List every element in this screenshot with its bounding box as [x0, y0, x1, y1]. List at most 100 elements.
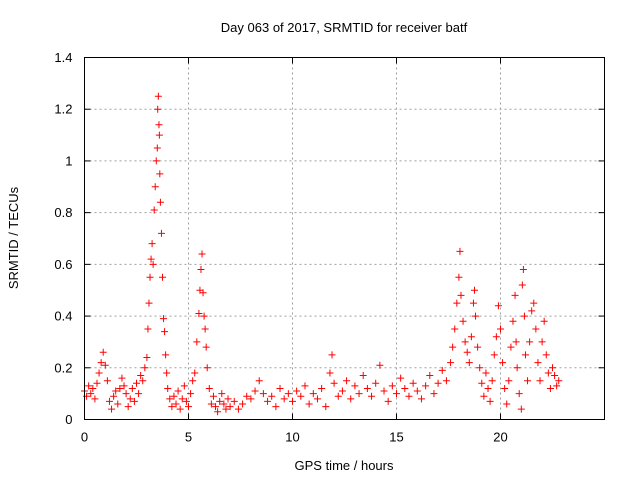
data-point: [93, 379, 101, 387]
data-point: [197, 266, 205, 274]
data-point: [272, 403, 280, 411]
data-point: [185, 403, 192, 411]
plot-frame: [84, 57, 605, 420]
data-point: [150, 206, 158, 214]
data-point: [347, 395, 355, 403]
data-point: [162, 351, 170, 359]
data-point: [555, 377, 563, 385]
data-point: [89, 384, 97, 392]
data-point: [216, 397, 224, 405]
data-point: [455, 273, 463, 281]
data-point: [141, 364, 149, 372]
data-point: [116, 384, 124, 392]
data-point: [156, 198, 164, 206]
data-point: [99, 348, 107, 356]
data-point: [526, 338, 534, 346]
data-point: [363, 384, 371, 392]
y-tick-label: 1.2: [54, 102, 72, 117]
data-point: [426, 372, 434, 380]
data-point: [105, 397, 113, 405]
data-point: [343, 377, 351, 385]
data-point: [515, 390, 523, 398]
data-point: [549, 364, 556, 372]
data-point: [546, 384, 554, 392]
data-point: [551, 372, 559, 380]
data-point: [209, 392, 217, 400]
data-point: [126, 395, 134, 403]
data-point: [434, 379, 442, 387]
data-point: [494, 302, 502, 310]
data-point: [476, 364, 484, 372]
data-point: [120, 382, 128, 390]
data-point: [318, 384, 326, 392]
data-point: [542, 351, 550, 359]
data-point: [133, 379, 140, 387]
data-point: [178, 395, 186, 403]
data-point: [155, 131, 163, 139]
data-point: [326, 369, 334, 377]
data-point: [442, 377, 450, 385]
data-point: [368, 392, 376, 400]
data-point: [417, 395, 425, 403]
data-point: [149, 260, 157, 268]
data-point: [243, 392, 251, 400]
data-point: [384, 397, 392, 405]
data-point: [201, 325, 209, 333]
data-point: [538, 338, 546, 346]
data-point: [268, 392, 276, 400]
data-point: [224, 395, 232, 403]
data-point: [532, 325, 540, 333]
data-point: [388, 382, 396, 390]
data-point: [103, 377, 111, 385]
data-point: [154, 92, 162, 100]
grid-lines: [84, 57, 605, 420]
data-point: [135, 390, 143, 398]
data-point: [488, 377, 496, 385]
data-point: [200, 312, 208, 320]
data-point: [328, 351, 336, 359]
data-point: [540, 317, 548, 325]
data-point: [372, 379, 380, 387]
data-point: [214, 408, 222, 416]
data-point: [463, 348, 471, 356]
data-point: [380, 387, 388, 395]
data-point: [166, 395, 174, 403]
data-point: [137, 372, 145, 380]
data-point: [486, 397, 494, 405]
data-point: [528, 307, 536, 315]
data-point: [101, 361, 109, 369]
data-point: [474, 343, 482, 351]
data-point: [359, 372, 367, 380]
data-point: [108, 405, 116, 413]
data-point: [176, 405, 184, 413]
data-point: [478, 379, 486, 387]
data-point: [401, 384, 409, 392]
y-tick-label: 0.6: [54, 257, 72, 272]
data-point: [338, 387, 346, 395]
data-point: [309, 390, 317, 398]
data-point: [480, 392, 488, 400]
data-point: [517, 405, 525, 413]
data-point: [330, 379, 338, 387]
data-point: [430, 390, 438, 398]
data-point: [534, 359, 542, 367]
data-point: [182, 397, 190, 405]
data-point: [313, 395, 321, 403]
data-point: [467, 333, 475, 341]
data-point: [297, 392, 305, 400]
y-tick-label: 0: [65, 412, 72, 427]
data-point: [187, 390, 195, 398]
y-axis-label: SRMTID / TECUs: [6, 186, 21, 289]
data-point: [484, 384, 492, 392]
data-point: [226, 403, 234, 411]
data-point: [511, 291, 519, 299]
data-point: [157, 229, 165, 237]
y-tick-label: 0.2: [54, 360, 72, 375]
data-point: [507, 343, 515, 351]
data-point: [255, 377, 263, 385]
data-point: [447, 359, 455, 367]
data-point: [293, 387, 301, 395]
data-point: [164, 384, 172, 392]
data-point: [118, 374, 126, 382]
